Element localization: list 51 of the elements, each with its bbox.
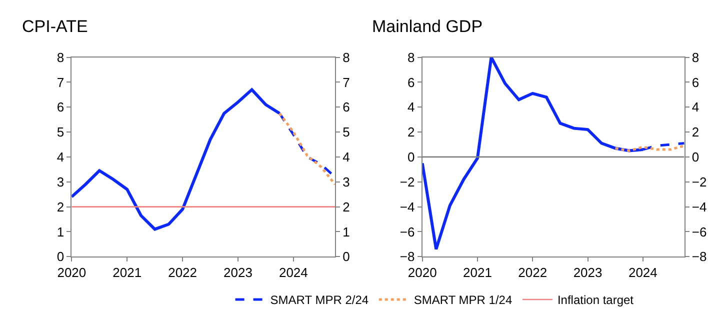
legend-label: Inflation target — [557, 293, 634, 308]
chart-title: CPI-ATE — [22, 17, 88, 36]
legend-label: SMART MPR 1/24 — [414, 293, 512, 308]
y2-tick-label: 5 — [342, 124, 350, 140]
legend-label: SMART MPR 2/24 — [270, 293, 369, 308]
y2-tick-label: 2 — [342, 199, 350, 214]
y-tick-label: 8 — [56, 50, 64, 65]
y2-tick-label: 3 — [342, 174, 350, 190]
y-tick-label: −8 — [400, 249, 415, 264]
y-tick-label: −6 — [400, 224, 415, 240]
y2-tick-label: 6 — [342, 100, 350, 115]
chart-title: Mainland GDP — [372, 17, 483, 36]
y-tick-label: 6 — [407, 74, 415, 90]
x-tick-label: 2022 — [168, 265, 198, 280]
x-tick-label: 2021 — [112, 265, 142, 280]
x-tick-label: 2020 — [57, 265, 86, 280]
y2-tick-label: −6 — [692, 224, 707, 240]
y-tick-label: 2 — [407, 124, 415, 140]
y-tick-label: 2 — [56, 199, 64, 214]
y2-tick-label: 7 — [342, 74, 350, 90]
x-tick-label: 2023 — [573, 265, 602, 280]
y2-tick-label: 2 — [692, 124, 700, 140]
y-tick-label: −4 — [400, 199, 415, 214]
y2-tick-label: 8 — [692, 50, 700, 65]
y2-tick-label: −8 — [692, 249, 707, 264]
y-tick-label: 4 — [407, 100, 415, 115]
y2-tick-label: 4 — [342, 150, 350, 165]
x-tick-label: 2024 — [278, 265, 308, 280]
y-tick-label: 7 — [56, 74, 64, 90]
y-tick-label: 1 — [56, 224, 64, 240]
x-tick-label: 2022 — [518, 265, 548, 280]
x-tick-label: 2020 — [408, 265, 437, 280]
x-tick-label: 2021 — [463, 265, 492, 280]
y-tick-label: 0 — [407, 150, 415, 165]
y-tick-label: −2 — [400, 174, 415, 190]
y2-tick-label: 6 — [692, 74, 700, 90]
y2-tick-label: 1 — [342, 224, 350, 240]
x-tick-label: 2023 — [224, 265, 252, 280]
y-tick-label: 6 — [56, 100, 64, 115]
x-tick-label: 2024 — [628, 265, 658, 280]
y2-tick-label: 0 — [342, 249, 350, 264]
y2-tick-label: 4 — [692, 100, 700, 115]
y-tick-label: 3 — [56, 174, 64, 190]
y-tick-label: 5 — [56, 124, 64, 140]
y2-tick-label: −2 — [692, 174, 707, 190]
y-tick-label: 4 — [56, 150, 64, 165]
y-tick-label: 8 — [407, 50, 415, 65]
y2-tick-label: 8 — [342, 50, 350, 65]
y2-tick-label: 0 — [692, 150, 700, 165]
y2-tick-label: −4 — [692, 199, 707, 214]
y-tick-label: 0 — [56, 249, 64, 264]
